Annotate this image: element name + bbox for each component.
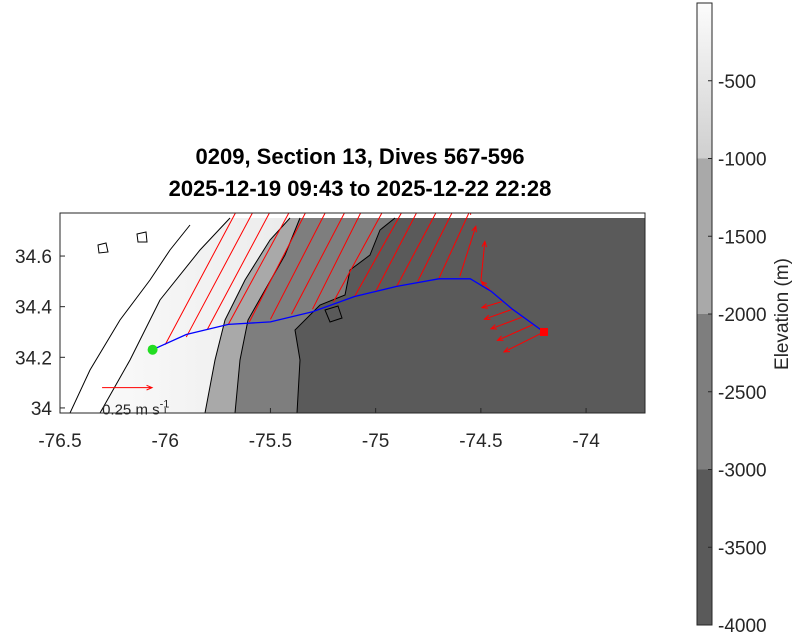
colorbar-tick-label: -1500 bbox=[718, 227, 767, 248]
colorbar-band bbox=[697, 158, 712, 314]
current-vector bbox=[164, 213, 236, 345]
current-vector bbox=[417, 213, 453, 282]
current-vector bbox=[459, 225, 477, 277]
scale-label: 0.25 m s-1 bbox=[102, 399, 169, 419]
end-marker bbox=[539, 327, 548, 336]
scale-label-exponent: -1 bbox=[160, 399, 170, 411]
colorbar-tick-label: -3500 bbox=[718, 538, 767, 559]
current-vector bbox=[396, 213, 437, 287]
bathymetry bbox=[60, 213, 645, 413]
current-vector bbox=[480, 240, 488, 282]
current-vector bbox=[502, 331, 545, 353]
colorbar-tick-label: -4000 bbox=[718, 616, 767, 634]
current-vector bbox=[312, 213, 362, 310]
current-vector bbox=[375, 213, 418, 292]
glider-track bbox=[152, 278, 545, 351]
colorbar-tick-label: -500 bbox=[718, 72, 756, 93]
colorbar-tick-label: -2500 bbox=[718, 383, 767, 404]
x-tick-label: -75 bbox=[362, 431, 389, 452]
x-tick-label: -74.5 bbox=[459, 431, 502, 452]
y-tick-label: 34.4 bbox=[15, 298, 52, 319]
title-line: 2025-12-19 09:43 to 2025-12-22 22:28 bbox=[169, 176, 552, 201]
current-vector bbox=[248, 213, 306, 323]
data-layer bbox=[102, 213, 548, 391]
current-vector bbox=[185, 213, 253, 338]
current-vector bbox=[227, 213, 290, 325]
x-tick-label: -75.5 bbox=[249, 431, 292, 452]
current-vector bbox=[496, 323, 534, 341]
current-vector bbox=[483, 308, 513, 321]
y-tick-label: 34.2 bbox=[15, 348, 52, 369]
y-tick-label: 34 bbox=[31, 399, 53, 420]
colorbar-tick-label: -3000 bbox=[718, 461, 767, 482]
colorbar: -500 -1000 -1500 -2000 -2500 -3000 -3500 -4000 bbox=[696, 2, 767, 637]
deep-shade bbox=[295, 218, 645, 413]
scale-arrow bbox=[102, 384, 154, 391]
x-tick-label: -76.5 bbox=[38, 431, 81, 452]
plot-frame bbox=[59, 212, 646, 414]
current-vector bbox=[333, 213, 383, 302]
colorbar-band bbox=[697, 3, 712, 159]
current-vector bbox=[480, 301, 503, 309]
colorbar-tick-label: -2000 bbox=[718, 305, 767, 326]
colorbar-tick-label: -1000 bbox=[718, 150, 767, 171]
current-vector bbox=[438, 213, 472, 280]
start-marker bbox=[147, 344, 158, 355]
current-vector bbox=[291, 213, 346, 315]
x-tick-label: -74 bbox=[572, 431, 600, 452]
current-vector bbox=[269, 213, 326, 320]
current-vector bbox=[489, 316, 524, 330]
colorbar-label: Elevation (m) bbox=[772, 258, 793, 370]
x-tick-label: -76 bbox=[151, 431, 178, 452]
scale-label-text: 0.25 m s bbox=[102, 402, 160, 419]
title-line: 0209, Section 13, Dives 567-596 bbox=[196, 144, 525, 169]
current-vector bbox=[206, 213, 270, 330]
colorbar-band bbox=[697, 469, 712, 625]
y-tick-label: 34.6 bbox=[15, 247, 52, 268]
colorbar-band bbox=[697, 314, 712, 470]
